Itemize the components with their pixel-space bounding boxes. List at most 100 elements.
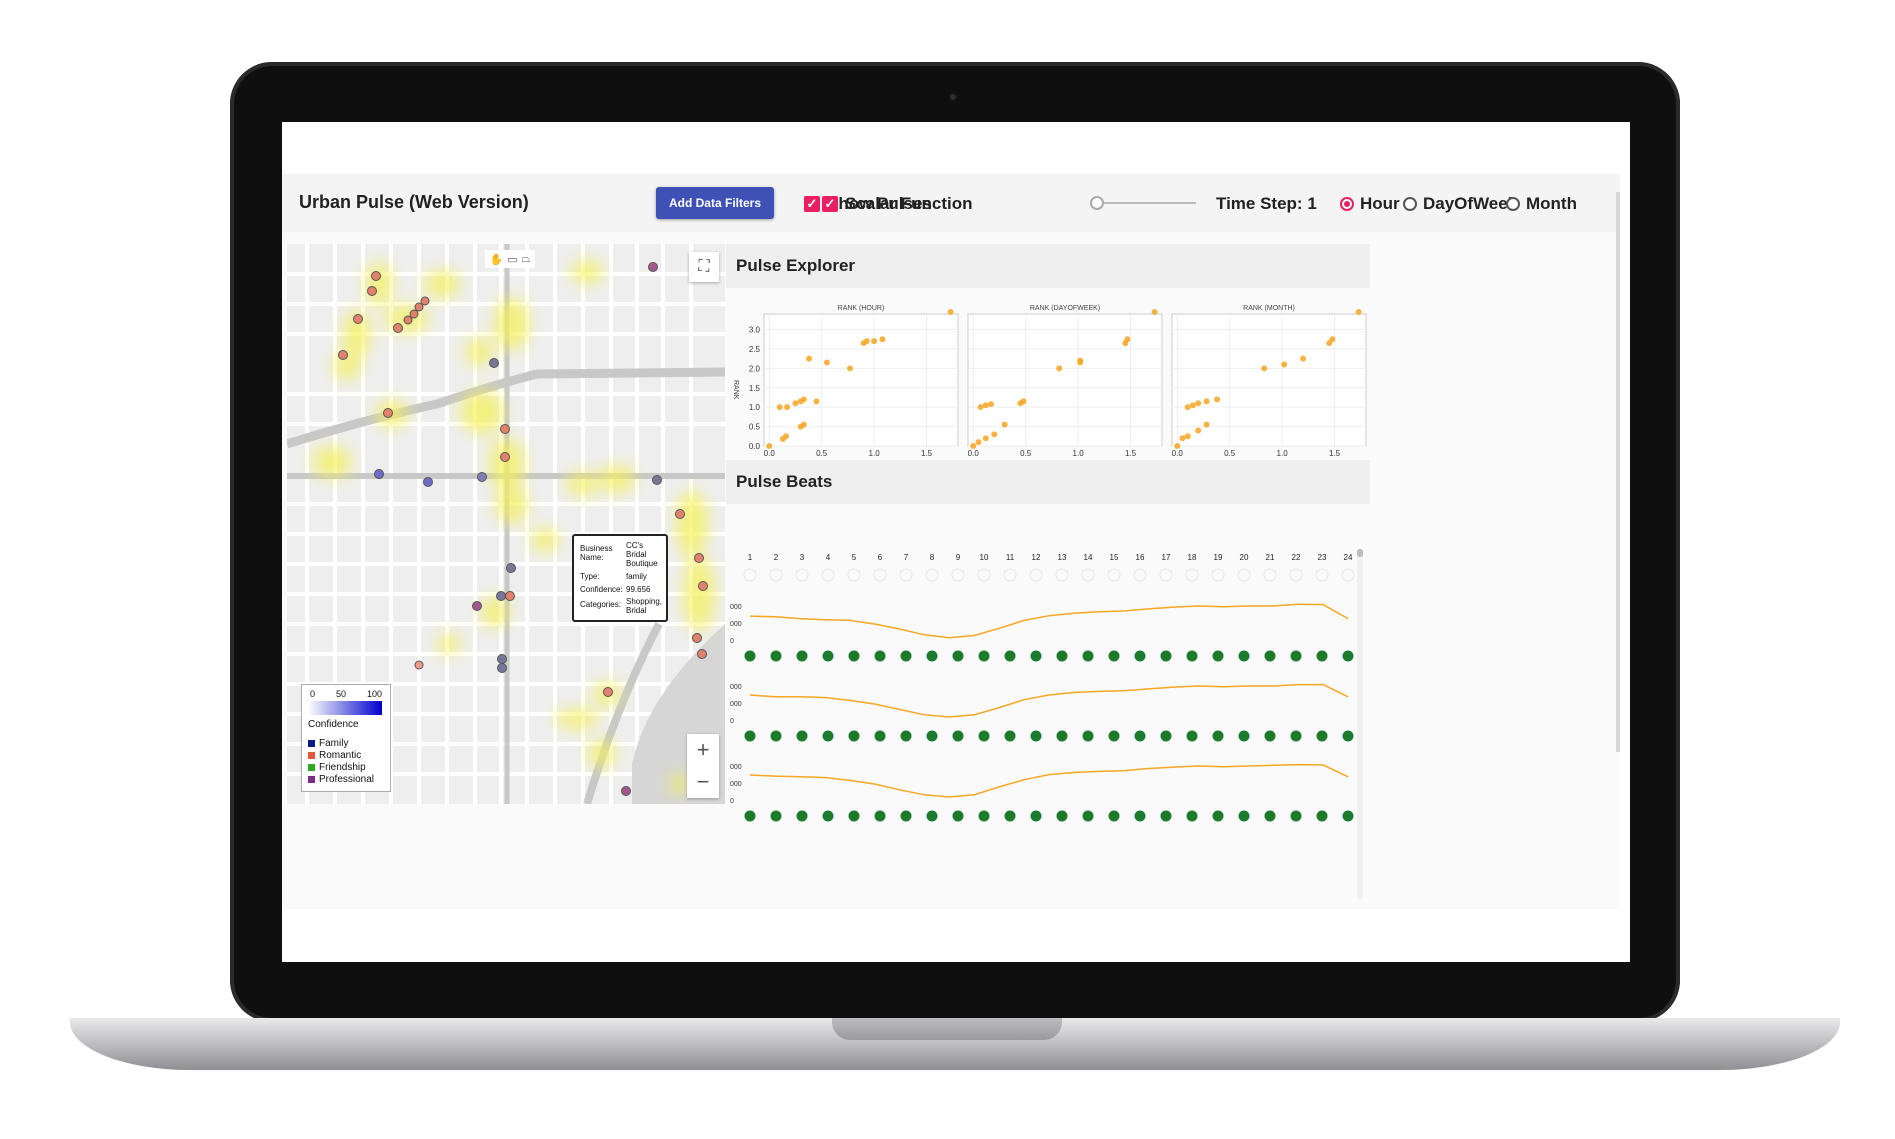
business-marker [692, 633, 702, 643]
hour-label: 1 [748, 553, 753, 562]
rectangle-icon[interactable]: ▭ [507, 253, 518, 266]
x-tick-label: 0.0 [1172, 449, 1184, 458]
beat-dot [1264, 810, 1276, 822]
beat-dot [900, 810, 912, 822]
scatter-point [879, 336, 886, 343]
panel-title: RANK (DAYOFWEEK) [1030, 305, 1100, 312]
scalar-function-checkbox[interactable]: ✓ Scalar Function [822, 194, 973, 214]
radio-month[interactable]: Month [1506, 194, 1577, 214]
radio-hour-label: Hour [1360, 194, 1400, 213]
scrollbar-thumb[interactable] [1357, 549, 1363, 557]
pulse-beats-scrollbar[interactable] [1357, 549, 1363, 899]
fullscreen-icon[interactable]: ⛶ [689, 252, 719, 282]
beat-dot [1186, 730, 1198, 742]
hour-selector-circle [1107, 568, 1121, 582]
legend-label: Friendship [319, 761, 366, 773]
y-tick-label: 2.5 [749, 345, 761, 354]
beat-dot [822, 810, 834, 822]
business-marker [383, 408, 393, 418]
business-marker [648, 262, 658, 272]
beat-dot [900, 650, 912, 662]
business-markers[interactable] [338, 262, 708, 796]
time-step-slider-thumb[interactable] [1090, 196, 1104, 210]
hour-label: 14 [1084, 553, 1093, 562]
pulse-explorer-chart[interactable]: RANK RANK (HOUR) 0.0 0.5 1.0 1.5 0.0 0.5 1.0 1.5 2… [730, 298, 1370, 466]
beat-dot [1082, 810, 1094, 822]
hand-icon[interactable]: ✋ [489, 253, 504, 266]
legend-item: Family [308, 737, 374, 749]
scatter-point [1195, 427, 1202, 434]
x-tick-label: 0.0 [764, 449, 776, 458]
legend-ticks: 0 50 100 [310, 689, 382, 699]
hour-selector-circle [873, 568, 887, 582]
beat-dot [1082, 650, 1094, 662]
business-marker [423, 477, 433, 487]
map-view[interactable]: ✋ ▭ ⏢ ⛶ + − 0 50 100 Confidence Family [287, 244, 725, 804]
hour-label: 17 [1162, 553, 1171, 562]
tooltip-value: Shopping, Bridal [626, 597, 663, 615]
scatter-point [1203, 421, 1210, 428]
pulse-beats-chart[interactable]: 1 2 3 4 5 6 7 8 9 10 11 12 13 14 15 16 17 18 19 20 21 22 23 240… [730, 514, 1370, 914]
radio-selected-icon [1340, 197, 1354, 211]
beat-dot [1212, 650, 1224, 662]
zoom-in-button[interactable]: + [696, 737, 710, 762]
zoom-control: + − [687, 734, 719, 798]
scatter-point [1001, 421, 1008, 428]
hour-selector-circle [743, 568, 757, 582]
hour-selector-circle [1341, 568, 1355, 582]
tooltip-key: Categories: [580, 600, 621, 609]
hour-label: 23 [1318, 553, 1327, 562]
beat-dot [1290, 810, 1302, 822]
beat-y-tick: 0 [730, 638, 734, 645]
hour-selector-circle [821, 568, 835, 582]
laptop-notch [832, 1018, 1062, 1040]
legend-swatch [308, 763, 315, 771]
legend-label: Romantic [319, 749, 362, 761]
radio-dayofweek[interactable]: DayOfWeek [1403, 194, 1517, 214]
beat-dot [1342, 730, 1354, 742]
business-marker [353, 314, 363, 324]
scatter-point [970, 443, 977, 449]
beat-y-tick: 000 [730, 701, 742, 708]
beat-dot [1004, 730, 1016, 742]
beat-dot [770, 810, 782, 822]
business-marker [497, 654, 507, 664]
x-tick-label: 1.0 [869, 449, 881, 458]
business-marker [371, 271, 381, 281]
add-data-filters-button[interactable]: Add Data Filters [656, 187, 774, 219]
business-marker [420, 296, 430, 306]
legend-item: Romantic [308, 749, 374, 761]
beat-dot [770, 650, 782, 662]
map-canvas[interactable] [287, 244, 725, 804]
beat-dot [1056, 650, 1068, 662]
hour-label: 16 [1136, 553, 1145, 562]
legend-tick: 0 [310, 689, 316, 699]
pulse-beat-line [749, 603, 1349, 639]
show-pulses-checkbox[interactable]: ✓ Show Pulses [804, 194, 932, 214]
webcam-icon [948, 92, 958, 102]
y-tick-label: 1.0 [749, 403, 761, 412]
radio-hour[interactable]: Hour [1340, 194, 1400, 214]
checkbox-checked-icon: ✓ [804, 196, 820, 212]
polygon-icon[interactable]: ⏢ [521, 252, 531, 265]
hour-selector-circle [1289, 568, 1303, 582]
scatter-point [1203, 398, 1210, 405]
legend-categories: Family Romantic Friendship Professional [308, 737, 374, 785]
beat-dot [1030, 650, 1042, 662]
beat-dot [1108, 730, 1120, 742]
scatter-point [1214, 396, 1221, 403]
scatter-point [800, 396, 807, 403]
beat-dot [1160, 810, 1172, 822]
zoom-out-button[interactable]: − [696, 769, 710, 794]
x-tick-label: 1.5 [921, 449, 933, 458]
business-marker [652, 475, 662, 485]
time-step-slider-track[interactable] [1094, 202, 1196, 204]
beat-dot [1212, 810, 1224, 822]
beat-dot [796, 730, 808, 742]
legend-label: Family [319, 737, 349, 749]
radio-unselected-icon [1403, 197, 1417, 211]
scatter-panel-frame [967, 313, 1163, 447]
scatter-point [776, 404, 783, 411]
scatter-point [766, 443, 773, 449]
page-scrollbar[interactable] [1616, 192, 1620, 752]
